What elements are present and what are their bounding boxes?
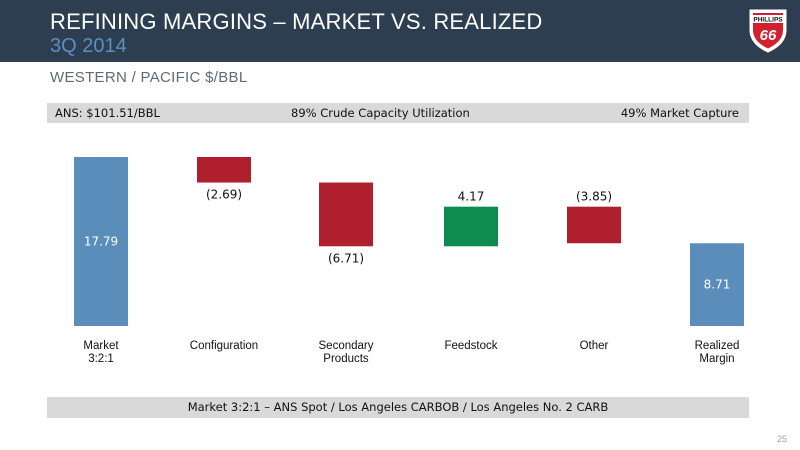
- footer-note: Market 3:2:1 – ANS Spot / Los Angeles CA…: [187, 400, 609, 414]
- bar-0: [74, 156, 128, 326]
- footer-bar: Market 3:2:1 – ANS Spot / Los Angeles CA…: [47, 397, 749, 418]
- bar-3: [444, 206, 498, 247]
- data-label-3: 4.17: [458, 190, 485, 204]
- category-label-0-1: 3:2:1: [88, 353, 114, 365]
- section-heading: WESTERN / PACIFIC $/BBL: [50, 69, 248, 86]
- category-label-4-0: Other: [580, 340, 609, 352]
- category-label-2-1: Products: [323, 353, 369, 365]
- category-label-3-0: Feedstock: [444, 340, 497, 352]
- data-label-5: 8.71: [704, 278, 731, 292]
- market-capture: 49% Market Capture: [620, 106, 739, 120]
- phillips-66-logo: PHILLIPS 66: [749, 9, 787, 53]
- header-bar: REFINING MARGINS – MARKET VS. REALIZED 3…: [0, 0, 800, 62]
- bar-5: [690, 243, 744, 326]
- bar-4: [567, 206, 621, 244]
- data-label-4: (3.85): [576, 190, 612, 204]
- ans-price: ANS: $101.51/BBL: [55, 106, 160, 120]
- category-label-5-0: Realized: [695, 340, 740, 352]
- category-label-5-1: Margin: [699, 353, 734, 365]
- data-label-0: 17.79: [84, 234, 118, 248]
- data-label-1: (2.69): [206, 188, 242, 202]
- category-label-2-0: Secondary: [319, 340, 374, 352]
- logo-text-phillips: PHILLIPS: [753, 17, 783, 24]
- data-label-2: (6.71): [328, 251, 364, 265]
- bar-1: [197, 156, 251, 183]
- bar-2: [319, 182, 373, 247]
- info-bar: ANS: $101.51/BBL 89% Crude Capacity Util…: [47, 103, 749, 123]
- category-label-0-0: Market: [83, 340, 119, 352]
- logo-text-66: 66: [760, 27, 777, 44]
- slide-title: REFINING MARGINS – MARKET VS. REALIZED: [50, 9, 543, 34]
- slide-subtitle: 3Q 2014: [50, 35, 127, 57]
- page-number: 25: [777, 434, 788, 444]
- crude-utilization: 89% Crude Capacity Utilization: [291, 106, 470, 120]
- category-label-1-0: Configuration: [190, 340, 258, 352]
